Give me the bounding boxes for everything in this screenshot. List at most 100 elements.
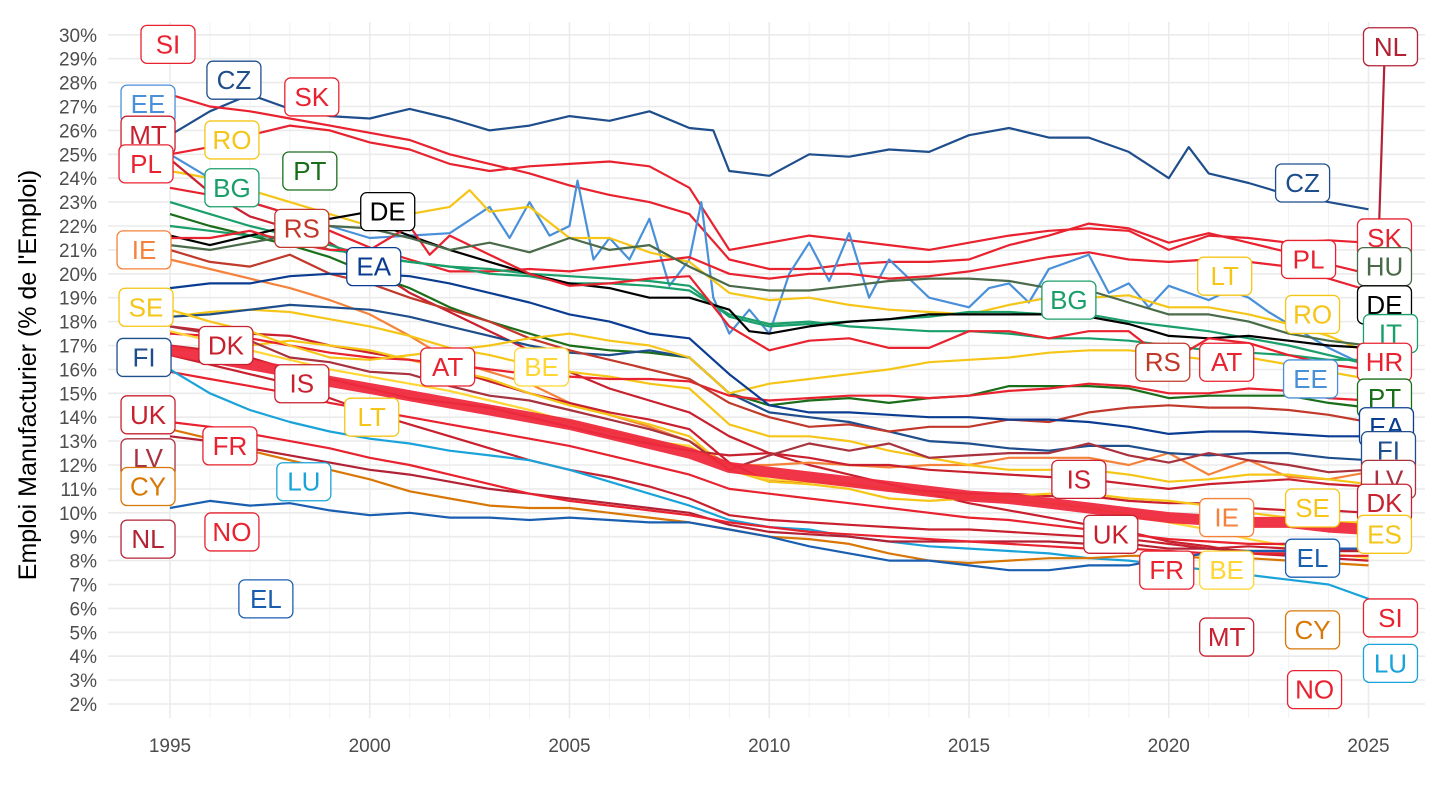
label-text: PL [1293, 244, 1325, 274]
x-tick-label: 2010 [748, 736, 790, 757]
label-text: AT [432, 352, 463, 382]
label-tag-de: DE [360, 192, 416, 232]
label-tag-hu: HU [1356, 246, 1413, 287]
label-tag-cy: CY [120, 466, 176, 507]
y-tick-label: 5% [70, 623, 98, 644]
label-tag-el: EL [238, 579, 294, 619]
label-text: DE [370, 197, 406, 227]
label-box [513, 347, 570, 387]
label-box [360, 192, 416, 232]
label-text: FR [1149, 555, 1184, 585]
label-text: UK [130, 400, 167, 430]
series-line-cz [169, 93, 1369, 211]
label-box [1197, 256, 1253, 296]
label-text: CZ [1285, 168, 1320, 198]
label-text: LT [1210, 261, 1239, 291]
label-text: NO [1295, 675, 1334, 705]
label-text: FI [132, 342, 155, 372]
label-box [1284, 294, 1341, 335]
label-text: SI [156, 29, 181, 59]
label-text: CZ [217, 65, 252, 95]
label-tag-fr: FR [202, 426, 258, 466]
label-text: AT [1211, 347, 1242, 377]
y-tick-label: 28% [59, 74, 97, 95]
label-text: HR [1366, 347, 1404, 377]
label-text: UK [1093, 519, 1130, 549]
label-text: LT [358, 402, 387, 432]
y-tick-label: 10% [59, 504, 97, 525]
series-line-at [169, 332, 1369, 402]
label-text: EA [356, 252, 391, 282]
y-tick-label: 25% [59, 145, 97, 166]
label-tag-nl: NL [1362, 27, 1419, 67]
label-text: LU [1374, 648, 1407, 678]
label-text: SI [1378, 603, 1403, 633]
label-text: DK [1366, 488, 1403, 518]
label-box [420, 347, 476, 387]
label-text: NL [1374, 32, 1407, 62]
label-box [1356, 514, 1413, 554]
label-box [1362, 643, 1419, 684]
y-tick-label: 4% [70, 647, 98, 668]
series-line-es [169, 339, 1369, 524]
label-box [206, 60, 262, 100]
x-tick-label: 2000 [349, 736, 391, 757]
label-text: HU [1366, 252, 1404, 282]
label-tag-dk: DK [1356, 483, 1413, 523]
label-text: BG [213, 173, 251, 203]
y-tick-label: 2% [70, 695, 98, 716]
label-text: LU [287, 467, 320, 497]
label-box [1199, 342, 1255, 382]
x-tick-label: 2005 [548, 736, 590, 757]
x-tick-label: 2020 [1148, 736, 1190, 757]
x-tick-label: 2025 [1347, 736, 1389, 757]
label-box [198, 325, 254, 366]
label-tag-pl: PL [118, 144, 174, 184]
series-line-se [169, 308, 1369, 486]
label-text: IT [1379, 319, 1402, 349]
label-box [202, 426, 258, 466]
label-text: RO [1293, 299, 1332, 329]
label-box [118, 144, 174, 184]
y-tick-label: 8% [70, 552, 98, 573]
label-box [1286, 670, 1343, 710]
label-tag-ee: EE [1282, 359, 1339, 399]
label-text: ES [1367, 519, 1402, 549]
y-tick-label: 19% [59, 289, 97, 310]
y-tick-label: 11% [60, 480, 97, 501]
y-axis-title: Emploi Manufacturier (% de l'Emploi) [14, 170, 42, 580]
label-box [118, 287, 174, 327]
series-line-nl [169, 58, 1386, 553]
label-tag-pt: PT [282, 151, 338, 191]
label-box [346, 246, 402, 287]
label-tag-lu: LU [276, 462, 332, 502]
label-tag-se: SE [1284, 488, 1341, 528]
label-tag-rs: RS [274, 208, 330, 249]
label-text: EL [1297, 543, 1329, 573]
label-tag-el: EL [1284, 538, 1341, 578]
y-tick-label: 21% [59, 241, 97, 262]
series-labels: SI CZ EE SK MT RO PL BG PT DE RS IE EA SE FI DK AT BE IS LT… [116, 24, 1419, 710]
label-box [1282, 359, 1339, 399]
label-tag-ro: RO [204, 120, 260, 160]
label-box [284, 77, 340, 117]
label-box [1051, 459, 1107, 499]
label-tag-ie: IE [116, 230, 172, 270]
label-tag-cz: CZ [206, 60, 262, 100]
y-tick-label: 26% [59, 121, 97, 142]
label-tag-rs: RS [1135, 342, 1191, 382]
label-tag-no: NO [204, 512, 260, 552]
y-tick-label: 12% [59, 456, 97, 477]
label-box [1199, 550, 1255, 590]
label-tag-si: SI [140, 24, 196, 65]
y-tick-label: 18% [59, 313, 97, 334]
label-tag-ie: IE [1199, 497, 1255, 538]
label-tag-fr: FR [1139, 550, 1195, 590]
label-tag-lt: LT [1197, 256, 1253, 296]
label-tag-pl: PL [1280, 239, 1337, 280]
label-text: IS [1067, 464, 1092, 494]
label-tag-be: BE [1199, 550, 1255, 590]
label-box [274, 208, 330, 249]
label-text: BE [524, 352, 559, 382]
label-tag-no: NO [1286, 670, 1343, 710]
